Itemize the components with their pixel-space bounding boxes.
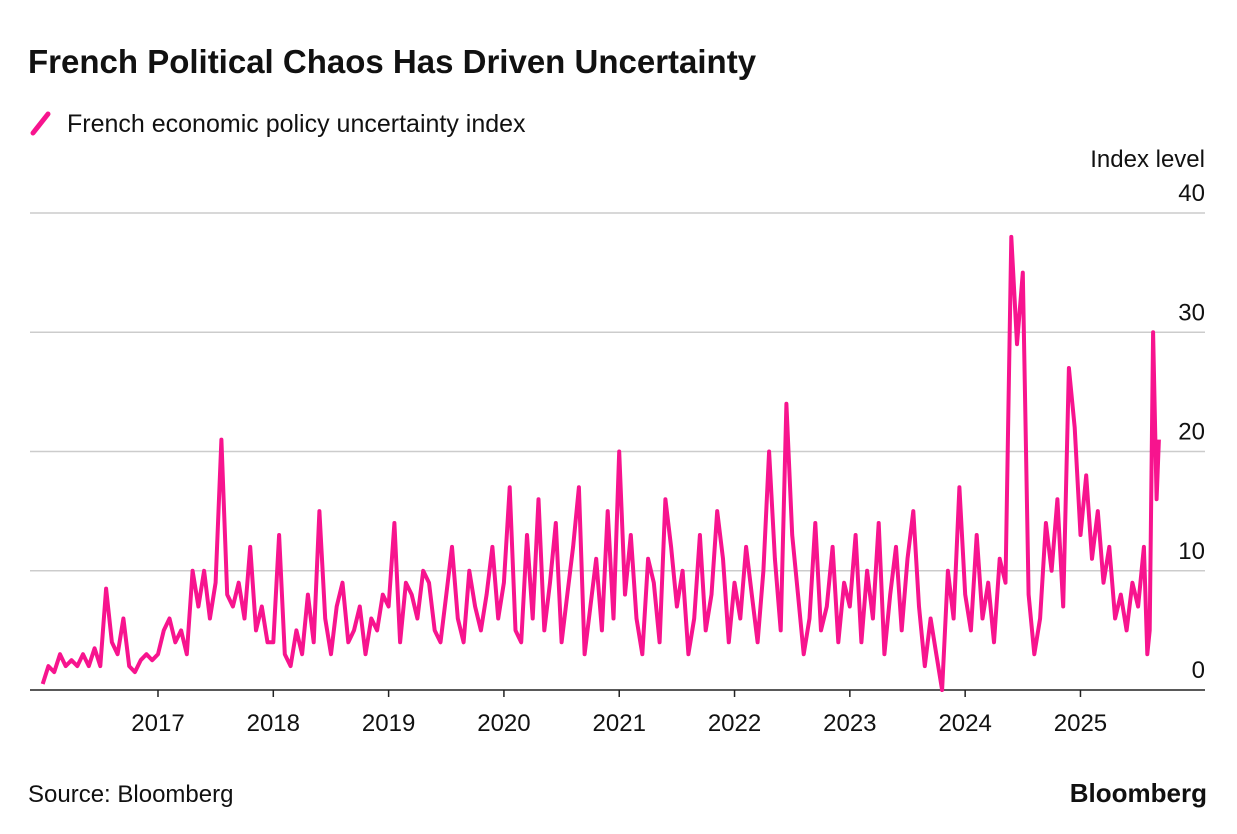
x-tick-label: 2020 <box>477 710 530 737</box>
y-tick-label: 0 <box>1192 657 1205 684</box>
x-tick-label: 2021 <box>593 710 646 737</box>
legend-swatch <box>30 111 51 136</box>
y-tick-label: 10 <box>1178 538 1205 565</box>
x-tick-label: 2025 <box>1054 710 1107 737</box>
series-line <box>40 234 1161 692</box>
x-tick-label: 2023 <box>823 710 876 737</box>
y-tick-label: 30 <box>1178 299 1205 326</box>
legend-label: French economic policy uncertainty index <box>67 110 526 138</box>
x-tick-label: 2024 <box>938 710 991 737</box>
x-tick-label: 2019 <box>362 710 415 737</box>
x-tick-label: 2022 <box>708 710 761 737</box>
source: Source: Bloomberg <box>28 781 233 808</box>
x-tick-label: 2017 <box>131 710 184 737</box>
chart-title: French Political Chaos Has Driven Uncert… <box>28 43 757 80</box>
y-tick-label: 40 <box>1178 180 1205 207</box>
brand: Bloomberg <box>1070 778 1207 808</box>
y-tick-label: 20 <box>1178 419 1205 446</box>
x-tick-label: 2018 <box>247 710 300 737</box>
y-axis-label: Index level <box>1090 146 1205 173</box>
